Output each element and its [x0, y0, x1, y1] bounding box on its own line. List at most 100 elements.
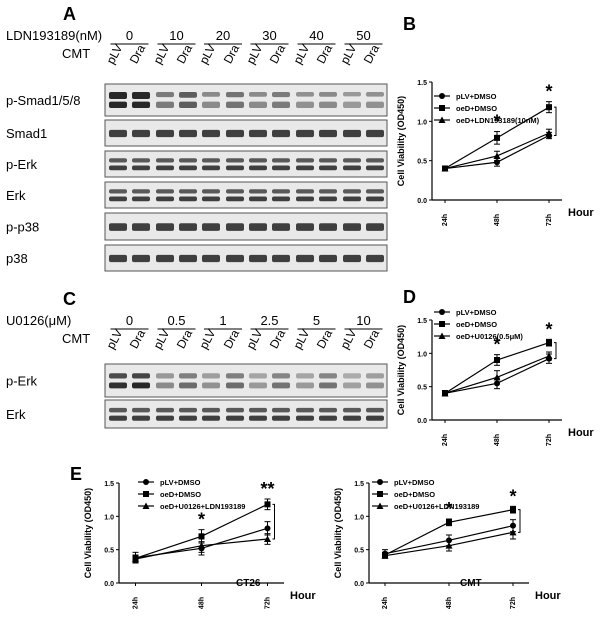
blot-band: [249, 254, 267, 263]
data-point: [446, 519, 452, 526]
blot-band: [343, 158, 361, 163]
blot-band: [226, 196, 244, 202]
data-point: [264, 525, 271, 532]
blot-band: [109, 254, 127, 263]
blot-band: [343, 165, 361, 171]
legend-marker: [439, 321, 445, 327]
blot-band: [343, 196, 361, 202]
blot-band: [249, 101, 267, 108]
lane-label: pLV: [103, 42, 125, 67]
legend-entry: pLV+DMSO: [160, 478, 201, 487]
y-tick-label: 1.0: [354, 514, 364, 521]
blot-label: p-Erk: [6, 374, 38, 389]
blot-band: [366, 373, 384, 379]
y-axis-label: Cell Viability (OD450): [333, 488, 343, 578]
treatment-label: U0126(μM): [6, 313, 71, 328]
blot-band: [366, 189, 384, 194]
y-tick-label: 0.0: [104, 581, 114, 588]
y-tick-label: 1.5: [104, 481, 114, 488]
legend-marker: [439, 309, 445, 315]
lane-label: pLV: [196, 327, 218, 352]
blot-band: [272, 101, 290, 108]
blot-band: [226, 382, 244, 389]
blot-band: [202, 254, 220, 263]
lane-label: Dra: [221, 327, 243, 351]
blot-band: [366, 407, 384, 413]
lane-label: Dra: [267, 42, 289, 66]
panel-letter-A: A: [63, 4, 76, 24]
blot-band: [226, 415, 244, 421]
y-tick-label: 0.5: [417, 159, 427, 166]
dose-label: 10: [356, 313, 370, 328]
dose-label: 5: [313, 313, 320, 328]
significance-bracket: [554, 106, 557, 136]
blot-band: [226, 407, 244, 413]
blot-band: [249, 196, 267, 202]
blot-band: [226, 101, 244, 108]
blot-band: [132, 189, 150, 194]
y-tick-label: 1.5: [417, 318, 427, 325]
blot-label: p-Erk: [6, 157, 38, 172]
blot-band: [296, 382, 314, 389]
blot-band: [366, 158, 384, 163]
lane-label: Dra: [127, 42, 149, 66]
dose-label: 0: [126, 28, 133, 43]
legend-marker: [377, 491, 383, 497]
blot-band: [272, 129, 290, 138]
legend-marker: [143, 491, 149, 497]
dose-label: 30: [262, 28, 276, 43]
lane-label: pLV: [103, 327, 125, 352]
blot-band: [296, 129, 314, 138]
data-point: [441, 165, 449, 172]
x-tick-label: 24h: [133, 597, 140, 609]
blot-band: [319, 189, 337, 194]
blot-band: [296, 196, 314, 202]
blot-band: [179, 129, 197, 138]
blot-band: [109, 223, 127, 231]
blot-band: [109, 373, 127, 379]
blot-band: [132, 129, 150, 138]
x-axis-label: Hour: [568, 207, 594, 219]
blot-band: [296, 165, 314, 171]
blot-band: [319, 223, 337, 231]
blot-band: [249, 223, 267, 231]
blot-band: [179, 382, 197, 389]
x-tick-label: 48h: [199, 597, 206, 609]
y-tick-label: 1.0: [417, 351, 427, 358]
blot-band: [343, 189, 361, 194]
blot-band: [366, 129, 384, 138]
blot-band: [109, 129, 127, 138]
blot-label: Smad1: [6, 126, 47, 141]
panel-letter-E: E: [70, 464, 82, 484]
blot-band: [109, 407, 127, 413]
dose-label: 10: [169, 28, 183, 43]
blot-band: [343, 223, 361, 231]
blot-membrane: [104, 244, 388, 272]
legend-entry: oeD+DMSO: [160, 490, 201, 499]
blot-band: [202, 165, 220, 171]
blot-band: [272, 92, 290, 98]
blot-band: [296, 373, 314, 379]
blot-band: [249, 189, 267, 194]
blot-band: [202, 373, 220, 379]
y-tick-label: 0.0: [354, 581, 364, 588]
legend-entry: oeD+DMSO: [394, 490, 435, 499]
legend-marker: [439, 93, 445, 99]
legend-marker: [143, 479, 149, 485]
blot-band: [272, 373, 290, 379]
blot-band: [366, 101, 384, 108]
data-point: [132, 555, 139, 562]
blot-membrane: [104, 181, 388, 209]
data-point: [441, 389, 449, 397]
blot-membrane: [104, 363, 388, 398]
blot-band: [343, 101, 361, 108]
y-tick-label: 0.5: [417, 385, 427, 392]
x-tick-label: 48h: [494, 214, 501, 226]
blot-band: [249, 129, 267, 138]
y-axis-label: Cell Viability (OD450): [83, 488, 93, 578]
blot-band: [109, 101, 127, 108]
blot-band: [343, 129, 361, 138]
blot-band: [202, 223, 220, 231]
blot-band: [343, 92, 361, 97]
legend-marker: [142, 502, 150, 509]
